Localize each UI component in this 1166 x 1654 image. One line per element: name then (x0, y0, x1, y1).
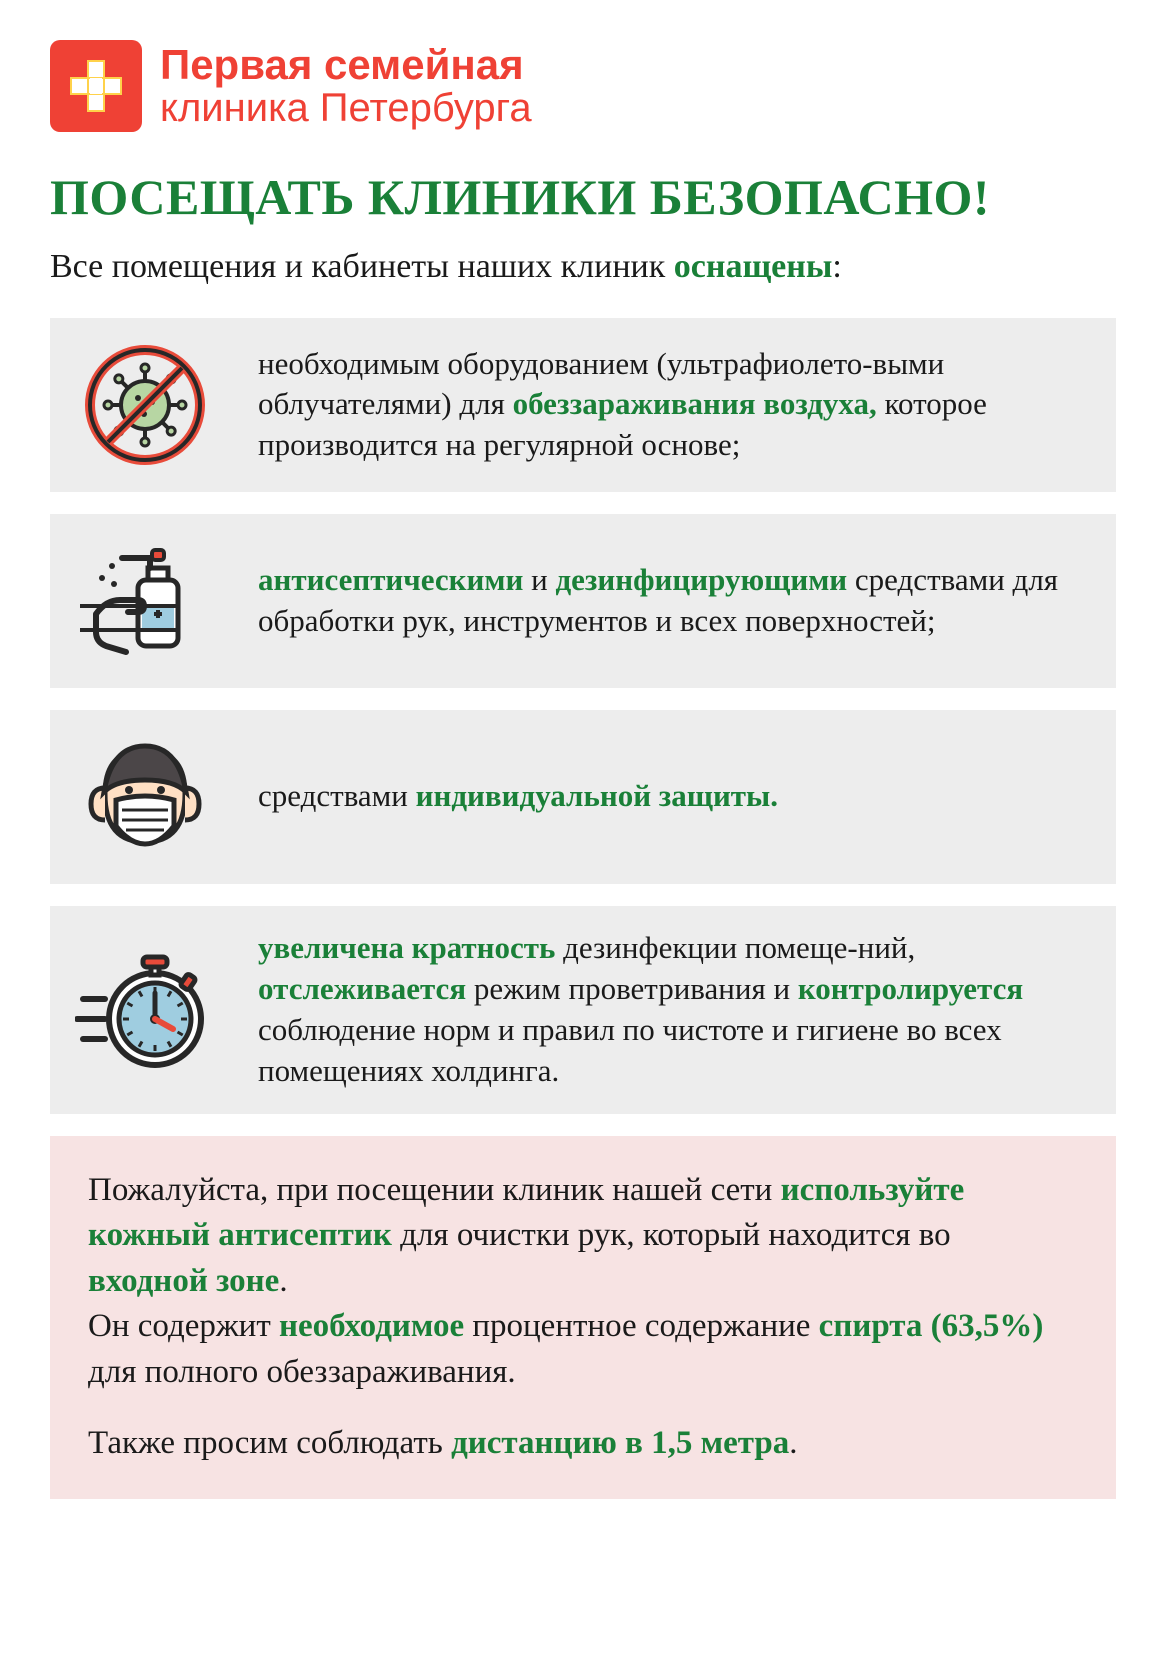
logo: Первая семейная клиника Петербурга (50, 40, 1116, 132)
subhead-pre: Все помещения и кабинеты наших клиник (50, 248, 674, 285)
sanitizer-icon (60, 536, 230, 666)
logo-line-2: клиника Петербурга (160, 87, 532, 129)
notice-box: Пожалуйста, при посещении клиник нашей с… (50, 1136, 1116, 1499)
info-card-text: антисептическими и дезинфицирующими сред… (258, 560, 1086, 642)
logo-text: Первая семейная клиника Петербурга (160, 43, 532, 129)
subhead-em: оснащены (674, 248, 833, 285)
no-virus-icon (60, 340, 230, 470)
body-text: для очистки рук, который находится во (392, 1217, 951, 1253)
info-card-text: увеличена кратность дезинфекции помеще‐н… (258, 928, 1086, 1092)
emphasis-text: дистанцию в 1,5 метра (451, 1425, 789, 1461)
page-subhead: Все помещения и кабинеты наших клиник ос… (50, 244, 1116, 290)
body-text: для полного обеззараживания. (88, 1354, 516, 1390)
subhead-post: : (832, 248, 841, 285)
emphasis-text: входной зоне (88, 1263, 279, 1299)
body-text: процентное содержание (464, 1308, 819, 1344)
notice-paragraph-2: Также просим соблюдать дистанцию в 1,5 м… (88, 1421, 1078, 1467)
body-text: соблюдение норм и правил по чистоте и ги… (258, 1012, 1002, 1088)
body-text: средствами (258, 778, 416, 813)
info-card: увеличена кратность дезинфекции помеще‐н… (50, 906, 1116, 1114)
info-card: необходимым оборудованием (ультрафиолето… (50, 318, 1116, 492)
body-text: и (523, 562, 555, 597)
body-text: режим проветривания и (466, 971, 798, 1006)
logo-line-1: Первая семейная (160, 43, 532, 87)
emphasis-text: обеззараживания воздуха, (513, 386, 877, 421)
info-card-text: средствами индивидуальной защиты. (258, 776, 778, 817)
stopwatch-icon (60, 945, 230, 1075)
emphasis-text: необходимое (279, 1308, 464, 1344)
info-card: антисептическими и дезинфицирующими сред… (50, 514, 1116, 688)
emphasis-text: спирта (63,5%) (819, 1308, 1044, 1344)
logo-mark-icon (50, 40, 142, 132)
info-card-text: необходимым оборудованием (ультрафиолето… (258, 344, 1086, 467)
emphasis-text: увеличена кратность (258, 930, 555, 965)
info-card: средствами индивидуальной защиты. (50, 710, 1116, 884)
body-text: . (789, 1425, 797, 1461)
page-headline: ПОСЕЩАТЬ КЛИНИКИ БЕЗОПАСНО! (50, 168, 1116, 226)
emphasis-text: индивидуальной защиты. (416, 778, 778, 813)
mask-face-icon (60, 732, 230, 862)
body-text: дезинфекции помеще‐ний, (555, 930, 915, 965)
notice-paragraph-1: Пожалуйста, при посещении клиник нашей с… (88, 1168, 1078, 1396)
emphasis-text: отслеживается (258, 971, 466, 1006)
emphasis-text: дезинфицирующими (555, 562, 847, 597)
cards-list: необходимым оборудованием (ультрафиолето… (50, 318, 1116, 1114)
emphasis-text: антисептическими (258, 562, 523, 597)
body-text: Также просим соблюдать (88, 1425, 451, 1461)
body-text: Пожалуйста, при посещении клиник нашей с… (88, 1172, 781, 1208)
emphasis-text: контролируется (798, 971, 1023, 1006)
